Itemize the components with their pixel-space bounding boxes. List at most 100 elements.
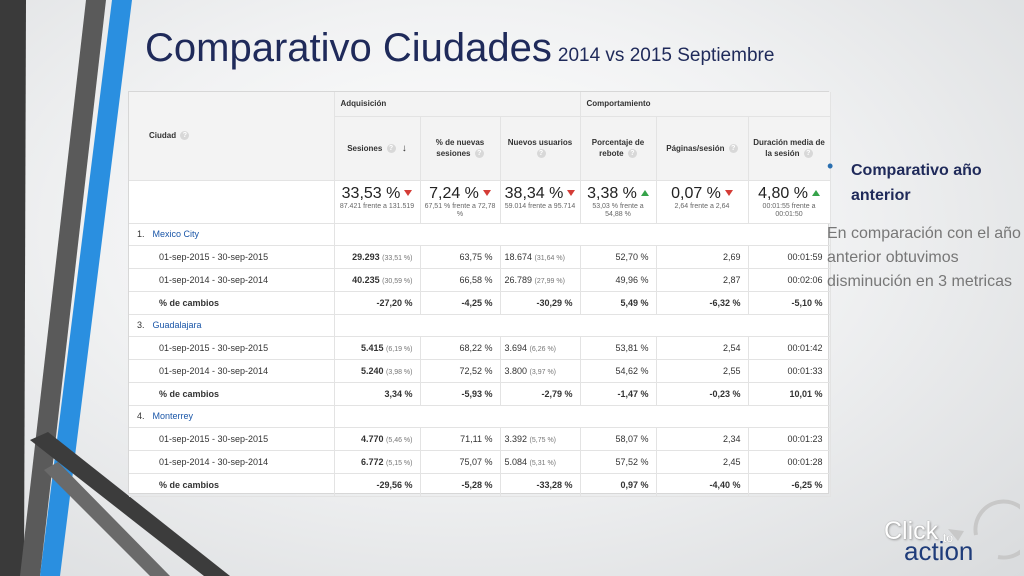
pages-per-session-label: Páginas/sesión bbox=[666, 143, 725, 153]
acquisition-group-header: Adquisición bbox=[334, 92, 581, 117]
date-range-row: 01-sep-2014 - 30-sep-2014 5.240 (3,98 %) 7… bbox=[129, 359, 831, 383]
summary-value: 7,24 % bbox=[429, 184, 479, 202]
row-label-value: % de cambios bbox=[159, 297, 220, 308]
new-sessions-column-header[interactable]: % de nuevas sesiones ? bbox=[420, 116, 501, 181]
city-link[interactable]: Mexico City bbox=[152, 229, 200, 239]
summary-detail: 53,03 % frente a 54,88 % bbox=[592, 202, 644, 218]
help-icon[interactable]: ? bbox=[627, 149, 637, 159]
new-users-cell: -33,28 % bbox=[500, 473, 581, 497]
sessions-cell: 5.240 (3,98 %) bbox=[334, 359, 421, 383]
sessions-cell: 3,34 % bbox=[334, 382, 421, 406]
new-users-cell-value: -2,79 % bbox=[541, 388, 573, 399]
sessions-cell: 4.770 (5,46 %) bbox=[334, 427, 421, 451]
pages-per-session-cell-value: -6,32 % bbox=[709, 297, 741, 308]
date-range-row: 01-sep-2015 - 30-sep-2015 5.415 (6,19 %) 6… bbox=[129, 336, 831, 360]
summary-cell: 38,34 % 59.014 frente a 95.714 bbox=[500, 180, 581, 224]
city-link[interactable]: Guadalajara bbox=[152, 320, 202, 330]
pages-per-session-column-header[interactable]: Páginas/sesión ? bbox=[656, 116, 749, 181]
sessions-column-header[interactable]: Sesiones ? ↓ bbox=[334, 116, 421, 181]
new-users-cell-value: 18.674 bbox=[504, 251, 533, 262]
avg-session-duration-column-header[interactable]: Duración media de la sesión ? bbox=[748, 116, 831, 181]
new-users-cell-value: 3.800 bbox=[504, 365, 528, 376]
sessions-cell: 5.415 (6,19 %) bbox=[334, 336, 421, 360]
city-link[interactable]: Monterrey bbox=[152, 411, 194, 421]
help-icon[interactable]: ? bbox=[728, 143, 738, 153]
sessions-cell: 40.235 (30,59 %) bbox=[334, 268, 421, 292]
bullet-text: Comparativo año anterior bbox=[851, 162, 982, 204]
sessions-cell-value: 3,34 % bbox=[384, 388, 413, 399]
sessions-cell: -29,56 % bbox=[334, 473, 421, 497]
pages-per-session-cell-value: -4,40 % bbox=[709, 479, 741, 490]
help-icon[interactable]: ? bbox=[474, 149, 484, 159]
sessions-cell-share: (3,98 %) bbox=[386, 368, 413, 376]
new-sessions-cell: -5,28 % bbox=[420, 473, 501, 497]
bounce-rate-cell: 57,52 % bbox=[580, 450, 657, 474]
new-users-cell-value: -33,28 % bbox=[536, 479, 573, 490]
help-icon[interactable]: ? bbox=[803, 149, 813, 159]
summary-blank-cell bbox=[129, 180, 335, 224]
pages-per-session-cell: -6,32 % bbox=[656, 291, 749, 315]
new-users-cell: 3.800 (3,97 %) bbox=[500, 359, 581, 383]
new-sessions-cell: -4,25 % bbox=[420, 291, 501, 315]
trend-down-icon bbox=[567, 190, 576, 197]
title-sub: 2014 vs 2015 Septiembre bbox=[557, 45, 775, 66]
new-users-cell: -30,29 % bbox=[500, 291, 581, 315]
avg-duration-cell: 00:01:33 bbox=[748, 359, 831, 383]
city-name-cell: 1. Mexico City bbox=[129, 223, 335, 246]
avg-duration-cell: 00:01:28 bbox=[748, 450, 831, 474]
new-sessions-cell-value: -5,93 % bbox=[461, 388, 493, 399]
bounce-rate-cell-value: 52,70 % bbox=[615, 251, 649, 262]
bounce-rate-cell-value: 54,62 % bbox=[615, 365, 649, 376]
city-index: 4. bbox=[137, 411, 145, 421]
bullet-dot-icon: • bbox=[827, 156, 834, 176]
pages-per-session-cell-value: 2,34 bbox=[722, 433, 741, 444]
help-icon[interactable]: ? bbox=[180, 131, 190, 141]
sort-descending-icon[interactable]: ↓ bbox=[401, 142, 407, 154]
city-row: 3. Guadalajara bbox=[129, 314, 831, 337]
sessions-cell-value: -27,20 % bbox=[376, 297, 413, 308]
bounce-rate-cell-value: 57,52 % bbox=[615, 456, 649, 467]
pages-per-session-cell: -4,40 % bbox=[656, 473, 749, 497]
avg-duration-cell-value: 00:01:59 bbox=[787, 251, 823, 262]
help-icon[interactable]: ? bbox=[536, 149, 546, 159]
row-label-value: % de cambios bbox=[159, 479, 220, 490]
side-notes: • Comparativo año anterior En comparació… bbox=[827, 156, 1022, 294]
bounce-rate-cell: -1,47 % bbox=[580, 382, 657, 406]
summary-cell: 3,38 % 53,03 % frente a 54,88 % bbox=[580, 180, 657, 224]
row-label: 01-sep-2015 - 30-sep-2015 bbox=[129, 336, 335, 360]
row-label-value: 01-sep-2015 - 30-sep-2015 bbox=[159, 251, 269, 262]
pages-per-session-cell-value: 2,55 bbox=[722, 365, 741, 376]
city-name-cell: 3. Guadalajara bbox=[129, 314, 335, 337]
avg-duration-cell-value: 00:01:42 bbox=[787, 342, 823, 353]
trend-down-icon bbox=[724, 190, 733, 197]
new-sessions-cell: 68,22 % bbox=[420, 336, 501, 360]
avg-duration-cell-value: -6,25 % bbox=[791, 479, 823, 490]
help-icon[interactable]: ? bbox=[386, 143, 396, 153]
new-users-cell-share: (3,97 %) bbox=[529, 368, 557, 376]
sessions-cell-share: (30,59 %) bbox=[382, 277, 413, 285]
new-users-cell-value: 3.694 bbox=[504, 342, 528, 353]
bounce-rate-column-header[interactable]: Porcentaje de rebote ? bbox=[580, 116, 657, 181]
avg-duration-cell: 00:01:59 bbox=[748, 245, 831, 269]
bounce-rate-cell-value: -1,47 % bbox=[617, 388, 649, 399]
sessions-cell-value: 5.240 bbox=[360, 365, 384, 376]
sessions-cell-value: 5.415 bbox=[360, 342, 384, 353]
city-blank-cell bbox=[334, 223, 831, 246]
new-users-column-header[interactable]: Nuevos usuarios ? bbox=[500, 116, 581, 181]
pages-per-session-cell: 2,45 bbox=[656, 450, 749, 474]
new-sessions-cell: -5,93 % bbox=[420, 382, 501, 406]
row-label-value: % de cambios bbox=[159, 388, 220, 399]
date-range-row: 01-sep-2015 - 30-sep-2015 4.770 (5,46 %) 7… bbox=[129, 427, 831, 451]
new-users-cell-share: (31,64 %) bbox=[534, 254, 565, 262]
avg-duration-cell: 00:01:42 bbox=[748, 336, 831, 360]
city-column-header[interactable]: Ciudad ? bbox=[129, 92, 335, 181]
row-label-value: 01-sep-2014 - 30-sep-2014 bbox=[159, 456, 269, 467]
date-range-row: 01-sep-2014 - 30-sep-2014 6.772 (5,15 %) 7… bbox=[129, 450, 831, 474]
summary-cell: 4,80 % 00:01:55 frente a 00:01:50 bbox=[748, 180, 831, 224]
trend-down-icon bbox=[482, 190, 491, 197]
slide-title: Comparativo Ciudades 2014 vs 2015 Septiem… bbox=[145, 26, 774, 71]
city-blank-cell bbox=[334, 405, 831, 428]
city-index: 3. bbox=[137, 320, 145, 330]
avg-session-duration-label: Duración media de la sesión bbox=[753, 138, 825, 158]
